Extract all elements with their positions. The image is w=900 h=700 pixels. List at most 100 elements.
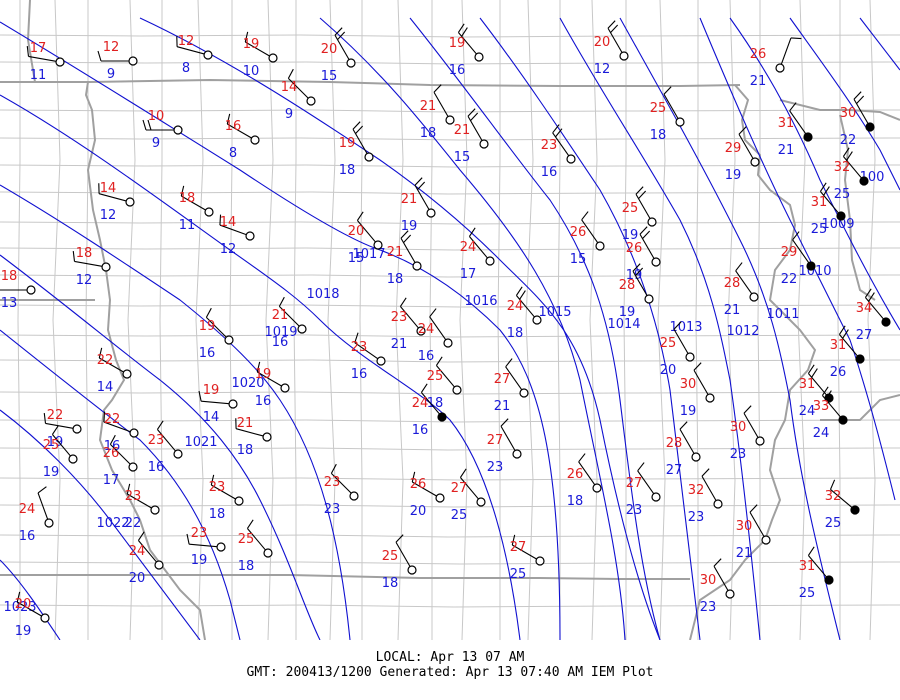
station-plots: 1711129128191014920151916201226211091681… xyxy=(0,20,891,639)
county-line xyxy=(727,0,736,640)
station-circle xyxy=(824,575,834,585)
temperature-label: 30 xyxy=(840,106,857,121)
isobar-label: 1011 xyxy=(766,307,799,322)
county-line xyxy=(525,0,534,640)
station-plot: 23 16 xyxy=(541,124,576,180)
temperature-label: 27 xyxy=(494,372,511,387)
station-circle xyxy=(55,57,65,67)
county-line xyxy=(459,0,468,640)
wind-barb-staff xyxy=(45,422,74,429)
wind-barb-feather xyxy=(147,119,152,131)
station-circle xyxy=(838,415,848,425)
wind-barb-staff xyxy=(713,566,729,591)
isobar-label: 1015 xyxy=(538,305,571,320)
dewpoint-label: 18 xyxy=(387,272,404,287)
dewpoint-label: 11 xyxy=(179,218,196,233)
temperature-label: 25 xyxy=(660,336,677,351)
station-plot: 12 8 xyxy=(176,34,213,76)
wind-barb-feather xyxy=(356,211,364,221)
dewpoint-label: 12 xyxy=(76,273,93,288)
wind-barb-staff xyxy=(738,134,754,159)
station-plot: 22 19 xyxy=(43,408,82,450)
temperature-label: 19 xyxy=(255,367,272,382)
station-circle xyxy=(364,152,374,162)
wind-barb-staff xyxy=(245,41,270,57)
dewpoint-label: 17 xyxy=(460,267,477,282)
temperature-label: 28 xyxy=(619,278,636,293)
dewpoint-label: 18 xyxy=(382,576,399,591)
station-plot: 27 25 xyxy=(510,534,545,582)
station-circle xyxy=(68,454,78,464)
wind-barb-feather xyxy=(713,558,722,567)
wind-barb-feather xyxy=(142,119,147,131)
wind-barb-feather xyxy=(186,533,190,545)
temperature-label: 32 xyxy=(688,483,705,498)
station-circle xyxy=(535,556,545,566)
county-line xyxy=(0,164,900,168)
wind-barb-staff xyxy=(663,94,679,119)
wind-barb-feather xyxy=(399,297,407,307)
wind-barb-staff xyxy=(103,421,131,433)
wind-barb-staff xyxy=(287,77,309,99)
temperature-label: 23 xyxy=(391,310,408,325)
station-circle xyxy=(435,493,445,503)
wind-barb-feather xyxy=(637,462,645,472)
wind-barb-staff xyxy=(37,492,49,520)
wind-barb-feather xyxy=(355,125,364,134)
temperature-label: 27 xyxy=(487,433,504,448)
temperature-label: 22 xyxy=(104,412,121,427)
temperature-label: 26 xyxy=(103,446,120,461)
station-circle xyxy=(154,560,164,570)
dewpoint-label: 18 xyxy=(650,128,667,143)
dewpoint-label: 16 xyxy=(449,63,466,78)
wind-barb-feather xyxy=(461,27,468,37)
temperature-label: 26 xyxy=(567,467,584,482)
wind-barb-staff xyxy=(780,37,792,65)
station-circle xyxy=(234,496,244,506)
dewpoint-label: 18 xyxy=(507,326,524,341)
isobar-label: 1010 xyxy=(798,264,831,279)
station-circle xyxy=(803,132,813,142)
dewpoint-label: 27 xyxy=(666,463,683,478)
isobar-label: 1020 xyxy=(231,376,264,391)
station-plot: 23 21 xyxy=(391,297,426,352)
station-plot: 32 25 xyxy=(825,479,860,531)
dewpoint-label: 18 xyxy=(238,559,255,574)
wind-barb-staff xyxy=(257,371,282,387)
station-circle xyxy=(128,462,138,472)
station-circle xyxy=(173,125,183,135)
county-line xyxy=(265,0,274,640)
wind-barb-feather xyxy=(16,591,21,603)
temperature-label: 20 xyxy=(15,597,32,612)
wind-barb-feather xyxy=(642,230,651,239)
wind-barb-feather xyxy=(811,368,818,378)
temperature-label: 23 xyxy=(191,526,208,541)
dewpoint-label: 21 xyxy=(750,74,767,89)
wind-barb-staff xyxy=(211,484,236,500)
station-circle xyxy=(101,262,111,272)
station-plot: 23 18 xyxy=(209,474,244,522)
station-circle xyxy=(651,492,661,502)
temperature-label: 31 xyxy=(799,377,816,392)
dewpoint-label: 24 xyxy=(799,404,816,419)
wind-barb-feather xyxy=(635,267,644,276)
dewpoint-label: 8 xyxy=(229,146,237,161)
station-plot: 14 12 xyxy=(98,181,135,223)
station-plot: 25 19 xyxy=(622,186,657,243)
station-circle xyxy=(476,497,486,507)
station-circle xyxy=(512,449,522,459)
wind-barb-staff xyxy=(98,193,127,202)
wind-barb-feather xyxy=(555,128,563,138)
plot-footer: LOCAL: Apr 13 07 AM GMT: 200413/1200 Gen… xyxy=(0,650,900,700)
wind-barb-staff xyxy=(235,428,264,437)
temperature-label: 22 xyxy=(97,353,114,368)
temperature-label: 23 xyxy=(125,489,142,504)
county-line xyxy=(195,0,204,640)
wind-barb-feather xyxy=(807,546,815,556)
station-plot: 27 21 xyxy=(494,358,529,414)
station-plot: 32 23 xyxy=(688,468,723,525)
station-plot: 31 25 xyxy=(799,546,834,601)
